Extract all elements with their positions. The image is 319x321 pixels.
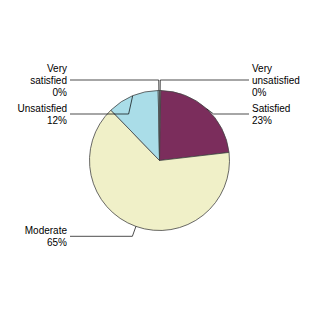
pie: Veryunsatisfied0%Satisfied23%Moderate65%… xyxy=(18,63,300,248)
data-label: 0% xyxy=(53,87,68,98)
slice xyxy=(158,91,159,161)
slice xyxy=(111,91,160,161)
data-label: 12% xyxy=(47,115,67,126)
slice-label: Veryunsatisfied xyxy=(252,63,300,86)
slice-label-line: unsatisfied xyxy=(252,75,300,86)
slice-label: Unsatisfied xyxy=(18,103,67,114)
slice-label: Moderate xyxy=(25,225,68,236)
slice-label-line: Very xyxy=(252,63,272,74)
slice-label-line: Unsatisfied xyxy=(18,103,67,114)
slice-label-line: Satisfied xyxy=(252,103,290,114)
data-label: 0% xyxy=(252,87,267,98)
leader-line xyxy=(160,80,249,90)
leader-line xyxy=(207,109,249,114)
leader-line xyxy=(70,96,133,114)
data-label: 23% xyxy=(252,115,272,126)
chart: Veryunsatisfied0%Satisfied23%Moderate65%… xyxy=(0,0,319,321)
slice-label: Verysatisfied xyxy=(30,63,67,86)
labels: Veryunsatisfied0%Satisfied23%Moderate65%… xyxy=(18,63,300,248)
slice-label: Satisfied xyxy=(252,103,290,114)
slice xyxy=(160,91,230,161)
leader-lines xyxy=(70,80,249,236)
data-label: 65% xyxy=(47,237,67,248)
slices xyxy=(89,91,229,231)
slice-label-line: satisfied xyxy=(30,75,67,86)
leader-line xyxy=(70,226,136,236)
slice-label-line: Very xyxy=(47,63,67,74)
leader-line xyxy=(70,80,159,90)
slice-label-line: Moderate xyxy=(25,225,68,236)
